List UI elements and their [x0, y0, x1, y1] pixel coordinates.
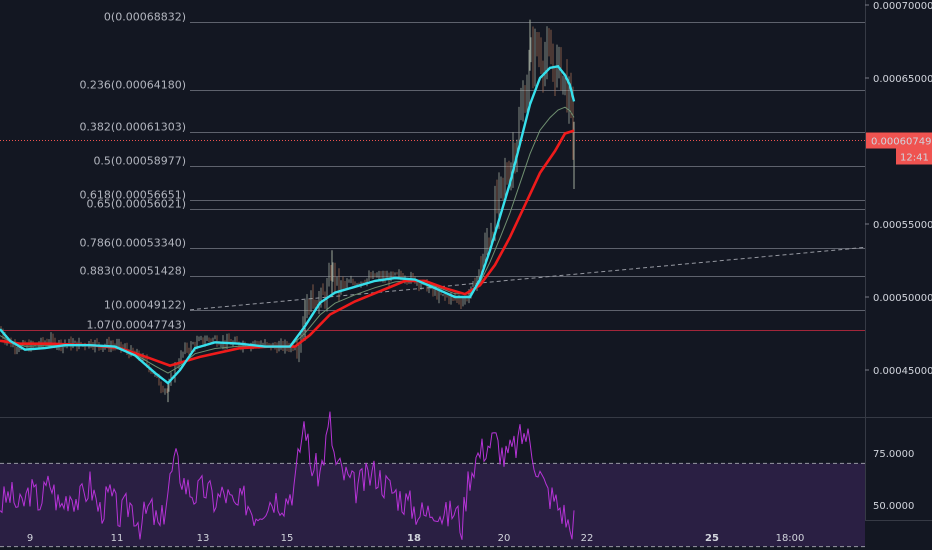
time-axis[interactable]: 9 11 13 15 18 20 22 25 18:00	[27, 533, 805, 544]
ema-fast-line	[0, 64, 576, 385]
time-axis-label: 15	[281, 533, 294, 544]
time-axis-label: 11	[111, 533, 124, 544]
ema-slow-line	[0, 129, 575, 367]
fib-level-label: 0(0.00068832)	[104, 11, 186, 24]
current-price-text: 0.00060749	[871, 137, 931, 148]
rsi-pane[interactable]	[0, 411, 865, 548]
price-tag-bg	[866, 132, 932, 149]
fib-level-label: 1(0.00049122)	[104, 299, 186, 312]
fib-level-label: 0.236(0.00064180)	[79, 79, 186, 92]
time-axis-label: 13	[197, 533, 210, 544]
countdown-text: 12:41	[900, 153, 929, 164]
fib-level-label: 0.382(0.00061303)	[79, 121, 186, 134]
time-axis-label: 18	[407, 533, 421, 544]
current-price-tag: 0.00060749 12:41	[866, 132, 932, 165]
fib-level-label: 0.65(0.00056021)	[86, 198, 186, 211]
price-axis-label: 0.00070000	[873, 1, 932, 12]
price-axis-label: 0.00050000	[873, 293, 932, 304]
fib-level-label: 0.883(0.00051428)	[79, 265, 186, 278]
price-axis[interactable]: 0.00070000 0.00065000 0.00055000 0.00050000…	[865, 1, 932, 550]
time-axis-label: 22	[581, 533, 594, 544]
countdown-bg	[896, 148, 932, 165]
fib-level-label: 0.5(0.00058977)	[93, 155, 186, 168]
time-axis-label: 18:00	[776, 533, 805, 544]
price-axis-label: 0.00045000	[873, 366, 932, 377]
rsi-axis-label: 75.0000	[873, 449, 914, 460]
price-axis-label: 0.00055000	[873, 220, 932, 231]
price-axis-label: 0.00065000	[873, 74, 932, 85]
fib-level-label: 0.618(0.00056651)	[79, 189, 186, 202]
trendline[interactable]	[189, 246, 865, 311]
main-pane[interactable]: 0(0.00068832) 0.236(0.00064180) 0.382(0.00…	[0, 11, 865, 431]
rsi-axis-label: 50.0000	[873, 501, 914, 512]
time-axis-label: 20	[498, 533, 511, 544]
time-axis-label: 25	[705, 533, 719, 544]
time-axis-label: 9	[27, 533, 33, 544]
fib-level-label: 1.07(0.00047743)	[86, 319, 186, 332]
fib-level-label: 0.786(0.00053340)	[79, 237, 186, 250]
rsi-line	[0, 411, 575, 540]
